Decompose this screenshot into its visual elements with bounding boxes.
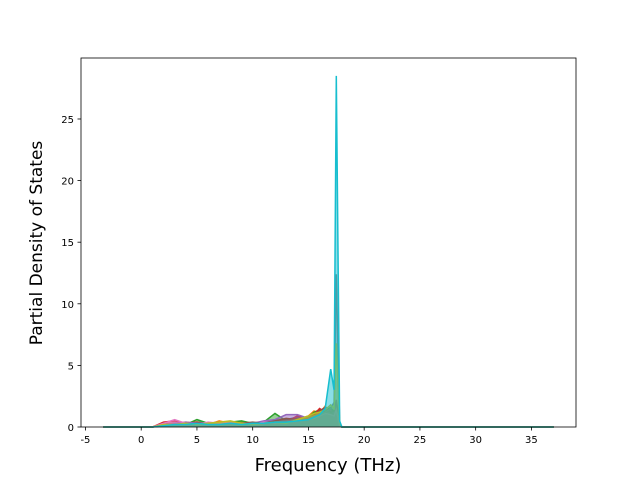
y-tick-label: 25: [61, 115, 74, 126]
plot-frame: [80, 57, 577, 428]
x-tick-label: 15: [302, 435, 315, 446]
y-tick-label: 20: [61, 177, 74, 188]
x-tick-label: 20: [358, 435, 371, 446]
y-tick-label: 0: [68, 423, 74, 434]
x-tick-label: 10: [246, 435, 259, 446]
y-tick-label: 5: [68, 361, 74, 372]
area-fill: [103, 75, 554, 427]
x-tick-label: 35: [525, 435, 538, 446]
x-tick-label: 5: [194, 435, 200, 446]
y-tick-label: 10: [61, 300, 74, 311]
x-tick-label: 30: [469, 435, 482, 446]
x-axis-label: Frequency (THz): [255, 455, 402, 476]
area-line: [103, 75, 554, 428]
x-tick-label: 0: [138, 435, 144, 446]
x-tick-label: -5: [80, 435, 90, 446]
y-tick-label: 15: [61, 238, 74, 249]
x-tick-label: 25: [414, 435, 427, 446]
y-axis-label: Partial Density of States: [27, 141, 47, 346]
